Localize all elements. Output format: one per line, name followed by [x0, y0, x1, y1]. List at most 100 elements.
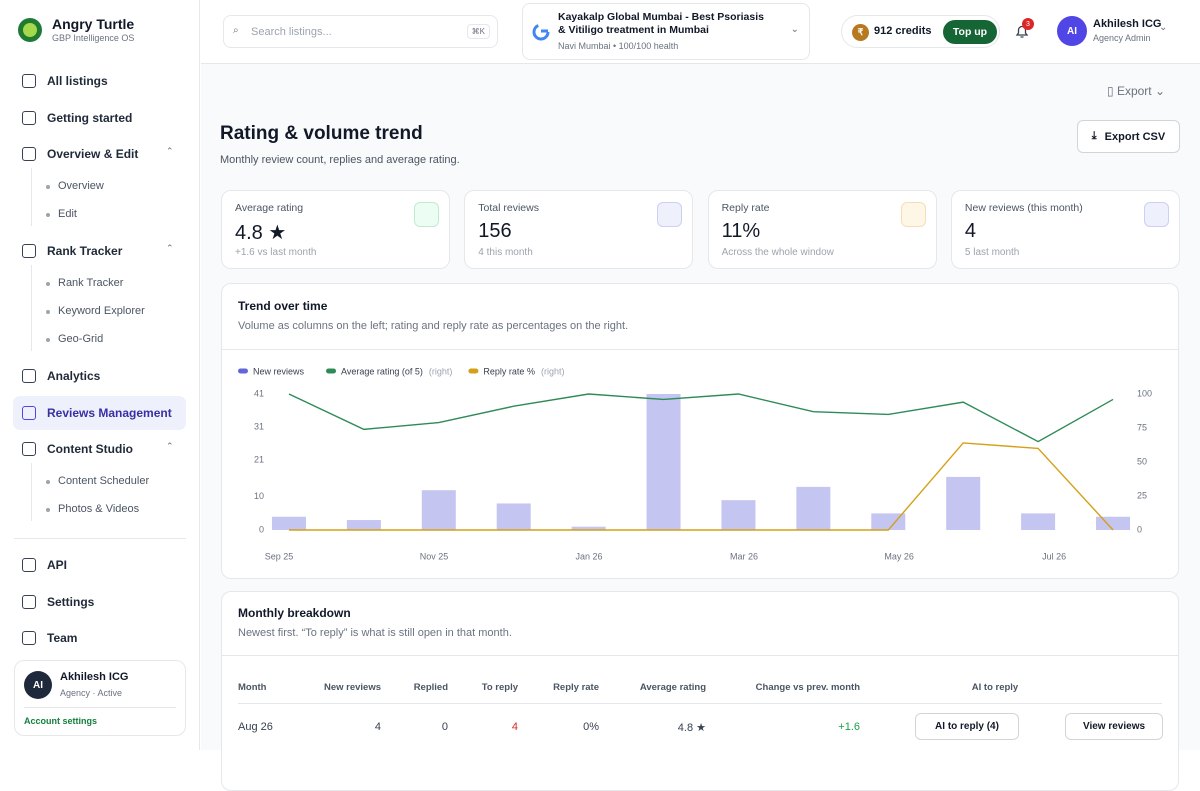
nav-icon: [22, 147, 36, 161]
nav-item[interactable]: Team: [47, 631, 78, 645]
listing-select[interactable]: Kayakalp Global Mumbai - Best Psoriasis …: [522, 3, 810, 60]
content: ▯ Export ⌄ Rating & volume trend Monthly…: [201, 64, 1200, 791]
card-title: Trend over time: [238, 299, 328, 313]
account-settings[interactable]: Account settings: [24, 716, 98, 726]
nav-item[interactable]: Getting started: [47, 111, 133, 125]
brand-tagline: GBP Intelligence OS: [52, 33, 135, 43]
ai-reply-button[interactable]: AI to reply (4): [915, 713, 1019, 740]
stat-value: 156: [478, 220, 512, 242]
bullet: [46, 310, 50, 314]
user-role: Agency Admin: [1093, 33, 1151, 43]
view-reviews-button[interactable]: View reviews: [1065, 713, 1163, 740]
stat-note: 5 last month: [964, 247, 1020, 258]
google-icon: [532, 23, 550, 41]
topbar: ⌕ Search listings... ⌘K Kayakalp Global …: [201, 0, 1200, 64]
breakdown-card: Monthly breakdown Newest first. “To repl…: [221, 591, 1179, 791]
chevron: ⌃: [166, 146, 174, 156]
nav-icon: [22, 111, 36, 125]
nav-item[interactable]: Reviews Management: [47, 406, 172, 420]
card-subtitle: Newest first. “To reply” is what is stil…: [238, 627, 512, 639]
y-tick-label: 10: [254, 491, 264, 501]
card-title: Monthly breakdown: [238, 606, 351, 620]
user-avatar[interactable]: AI: [1057, 16, 1087, 46]
nav-item[interactable]: Content Studio: [47, 442, 133, 456]
tree-line: [31, 463, 32, 521]
nav-subitem[interactable]: Edit: [58, 208, 77, 220]
account-status: Agency · Active: [60, 688, 123, 698]
cell: +1.6: [838, 721, 860, 733]
stat-value: 11%: [721, 220, 761, 242]
divider: [222, 655, 1178, 656]
stat-label: New reviews (this month): [964, 202, 1083, 214]
user-name: Akhilesh ICG: [1093, 18, 1162, 30]
sidebar: Angry Turtle GBP Intelligence OS All lis…: [0, 0, 200, 750]
y2-tick-label: 100: [1137, 388, 1152, 398]
account-avatar: AI: [24, 671, 52, 699]
topup-button[interactable]: Top up: [943, 20, 997, 44]
bar: [871, 513, 906, 530]
export-label: Export: [1116, 84, 1152, 98]
bar: [271, 516, 306, 530]
x-tick-label: Mar 26: [730, 551, 758, 561]
nav-subitem[interactable]: Geo-Grid: [58, 333, 104, 345]
bullet: [46, 480, 50, 484]
x-tick-label: Nov 25: [420, 551, 449, 561]
nav-item[interactable]: API: [47, 558, 68, 572]
y2-tick-label: 75: [1137, 422, 1147, 432]
export-csv-button[interactable]: ⤓ Export CSV: [1077, 120, 1180, 153]
nav-item[interactable]: Settings: [47, 595, 95, 609]
bullet: [46, 508, 50, 512]
chart: 0 10 21 31 41 0 25 50 75 100 Sep 25 Nov 25 Jan 26 Mar…: [238, 366, 1152, 561]
bullet: [46, 282, 50, 286]
card-subtitle: Volume as columns on the left; rating an…: [238, 320, 629, 332]
tree-line: [31, 265, 32, 351]
legend-swatch: [326, 368, 337, 374]
nav-subitem[interactable]: Rank Tracker: [58, 277, 124, 289]
y2-tick-label: 50: [1137, 456, 1147, 466]
nav-subitem[interactable]: Overview: [58, 180, 104, 192]
nav-item[interactable]: Rank Tracker: [47, 244, 123, 258]
nav-subitem[interactable]: Content Scheduler: [58, 475, 150, 487]
logo: [18, 18, 42, 42]
nav-icon: [22, 369, 36, 383]
page-subtitle: Monthly review count, replies and averag…: [220, 154, 460, 166]
bar: [796, 486, 831, 530]
account-name: Akhilesh ICG: [60, 671, 129, 683]
button-label: Export CSV: [1104, 130, 1166, 143]
nav-icon: [22, 406, 36, 420]
x-tick-label: May 26: [884, 551, 914, 561]
divider: [238, 703, 1162, 704]
stat-label: Total reviews: [478, 202, 539, 214]
nav-item[interactable]: All listings: [47, 74, 108, 88]
download-icon: ⤓: [1091, 130, 1097, 142]
nav-subitem[interactable]: Photos & Videos: [58, 503, 140, 515]
search[interactable]: ⌕ Search listings... ⌘K: [223, 15, 498, 48]
cell: 0: [441, 721, 448, 733]
account-card: AI Akhilesh ICG Agency · Active Account …: [14, 660, 186, 736]
bar: [496, 503, 531, 530]
credit-icon: ₹: [852, 24, 869, 41]
bar: [646, 394, 681, 530]
nav-subitem[interactable]: Keyword Explorer: [58, 305, 145, 317]
stat-note: +1.6 vs last month: [235, 247, 317, 258]
nav-item[interactable]: Analytics: [47, 369, 101, 383]
chevron: ⌄: [790, 24, 799, 35]
listing-name: Kayakalp Global Mumbai - Best Psoriasis …: [558, 11, 764, 36]
divider: [24, 707, 176, 708]
nav-item[interactable]: Overview & Edit: [47, 147, 139, 161]
bar: [946, 476, 981, 530]
bar: [721, 500, 756, 530]
stat-note: 4 this month: [478, 247, 533, 258]
stat-value: 4.8 ★: [235, 222, 287, 244]
y-tick-label: 31: [254, 422, 264, 432]
column-header: Change vs prev. month: [755, 682, 860, 693]
y-tick-label: 21: [254, 455, 264, 465]
stat-card: New reviews (this month) 4 5 last month: [950, 190, 1180, 269]
divider: [14, 538, 186, 539]
stat-label: Reply rate: [721, 202, 770, 214]
chevron: ⌄: [1159, 22, 1168, 33]
nav-icon: [22, 631, 36, 645]
x-tick-label: Sep 25: [265, 551, 294, 561]
export-menu[interactable]: ▯ Export ⌄: [1107, 84, 1166, 98]
